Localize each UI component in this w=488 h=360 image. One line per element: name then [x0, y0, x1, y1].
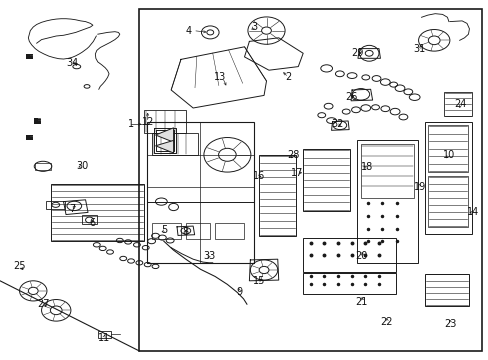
Text: 2: 2	[285, 72, 291, 82]
Text: 4: 4	[185, 26, 191, 36]
Bar	[425, 122, 471, 234]
Text: 3: 3	[251, 22, 257, 32]
Text: 7: 7	[69, 204, 75, 214]
Bar	[144, 110, 185, 133]
Bar	[151, 133, 198, 155]
Text: 30: 30	[76, 161, 88, 171]
Text: 16: 16	[252, 171, 265, 181]
Text: 31: 31	[412, 44, 425, 54]
Bar	[82, 215, 97, 224]
Text: 29: 29	[350, 48, 363, 58]
Bar	[259, 155, 295, 236]
Text: 8: 8	[183, 227, 188, 237]
Bar	[425, 274, 468, 306]
Bar	[443, 92, 471, 116]
Bar	[303, 149, 349, 211]
Text: 1: 1	[128, 119, 134, 129]
Text: 12: 12	[141, 117, 154, 127]
Text: 24: 24	[453, 99, 466, 109]
Text: 23: 23	[444, 319, 456, 329]
Text: 22: 22	[379, 317, 392, 327]
Text: 14: 14	[466, 207, 479, 217]
Text: 13: 13	[213, 72, 226, 82]
Bar	[151, 223, 181, 239]
Bar	[360, 144, 413, 198]
Bar	[139, 9, 481, 351]
Text: 27: 27	[37, 299, 49, 309]
Text: 20: 20	[355, 251, 367, 261]
Bar	[35, 163, 51, 170]
Bar	[51, 184, 144, 241]
Bar	[98, 331, 111, 338]
Bar	[146, 122, 254, 263]
Text: 26: 26	[344, 92, 357, 102]
Text: 6: 6	[90, 218, 96, 228]
Text: 5: 5	[161, 225, 166, 235]
Bar	[303, 238, 395, 272]
Bar	[185, 223, 210, 239]
Text: 33: 33	[203, 251, 215, 261]
Text: 25: 25	[13, 261, 26, 271]
Text: 19: 19	[413, 182, 426, 192]
Text: 32: 32	[330, 119, 343, 129]
Text: 10: 10	[442, 150, 454, 160]
Text: 34: 34	[66, 58, 79, 68]
Text: 17: 17	[290, 168, 303, 178]
Bar	[303, 273, 395, 294]
Bar	[356, 140, 417, 263]
Text: 28: 28	[286, 150, 299, 160]
Polygon shape	[155, 128, 173, 142]
Bar	[146, 202, 254, 263]
Bar	[46, 201, 65, 209]
Bar	[215, 223, 244, 239]
Text: 15: 15	[252, 276, 265, 286]
Bar	[427, 125, 467, 172]
Text: 21: 21	[355, 297, 367, 307]
Text: 9: 9	[236, 287, 242, 297]
Text: 11: 11	[97, 333, 110, 343]
Text: 18: 18	[360, 162, 372, 172]
Polygon shape	[155, 140, 173, 153]
Bar	[427, 176, 467, 227]
